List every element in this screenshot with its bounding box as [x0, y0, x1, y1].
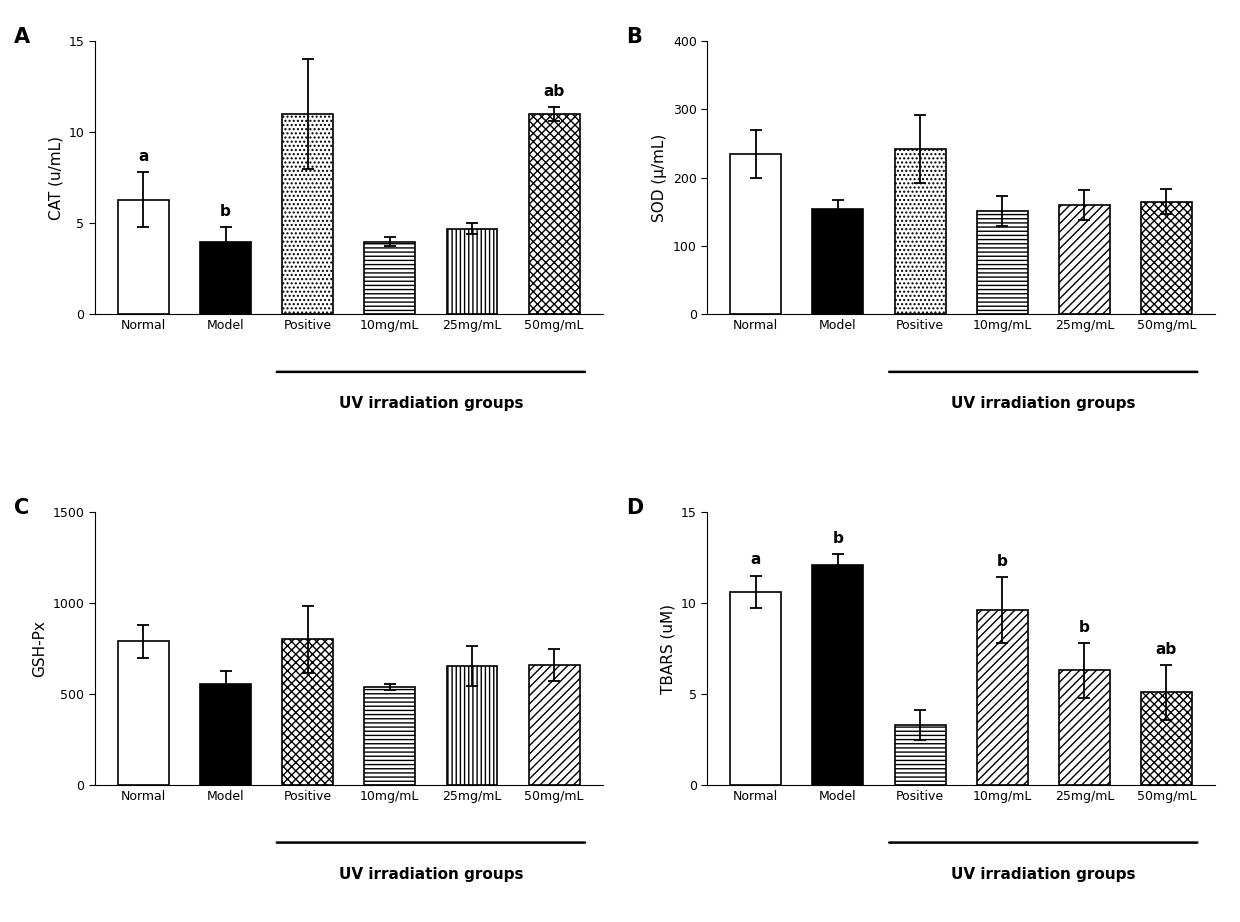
Y-axis label: SOD (μ/mL): SOD (μ/mL) [652, 134, 667, 222]
Text: B: B [626, 28, 642, 47]
Text: b: b [997, 554, 1008, 569]
Bar [118, 200, 169, 314]
Bar [1059, 670, 1110, 786]
Text: UV irradiation groups: UV irradiation groups [951, 868, 1136, 882]
Bar [894, 149, 946, 314]
Bar [812, 208, 863, 314]
Text: b: b [832, 530, 843, 546]
Bar [1141, 692, 1192, 786]
Text: a: a [750, 552, 761, 567]
Text: A: A [14, 28, 30, 47]
Text: ab: ab [1156, 642, 1177, 656]
Bar [365, 242, 415, 314]
Text: ab: ab [543, 84, 564, 99]
Text: b: b [221, 204, 231, 219]
Y-axis label: CAT (u/mL): CAT (u/mL) [48, 136, 63, 219]
Bar [283, 114, 334, 314]
Bar [283, 640, 334, 786]
Text: a: a [138, 149, 149, 164]
Bar [730, 592, 781, 786]
Bar [446, 229, 497, 314]
Bar [528, 114, 579, 314]
Text: b: b [1079, 620, 1090, 635]
Bar [528, 665, 579, 786]
Bar [200, 242, 250, 314]
Bar [365, 687, 415, 786]
Text: UV irradiation groups: UV irradiation groups [951, 396, 1136, 411]
Text: C: C [14, 498, 29, 518]
Text: D: D [626, 498, 644, 518]
Bar [1141, 202, 1192, 314]
Bar [730, 154, 781, 314]
Y-axis label: TBARS (uM): TBARS (uM) [661, 604, 676, 693]
Bar [894, 725, 946, 786]
Bar [812, 564, 863, 786]
Bar [118, 641, 169, 786]
Bar [1059, 205, 1110, 314]
Bar [977, 610, 1028, 786]
Bar [446, 666, 497, 786]
Bar [200, 684, 250, 786]
Bar [977, 210, 1028, 314]
Y-axis label: GSH-Px: GSH-Px [32, 621, 47, 677]
Text: UV irradiation groups: UV irradiation groups [339, 868, 523, 882]
Text: UV irradiation groups: UV irradiation groups [339, 396, 523, 411]
